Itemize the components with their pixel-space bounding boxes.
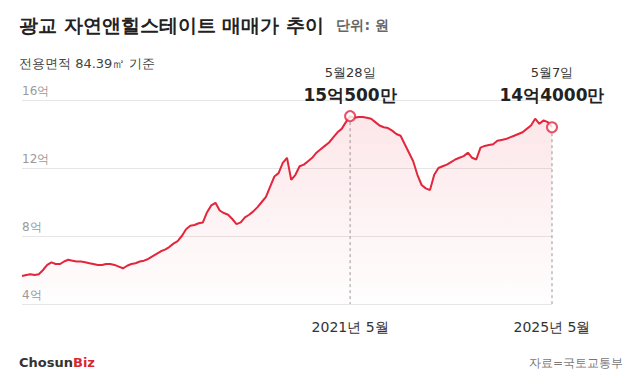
svg-text:5월28일: 5월28일 bbox=[325, 65, 376, 80]
svg-text:14억4000만: 14억4000만 bbox=[500, 85, 605, 105]
svg-text:전용면적 84.39㎡ 기준: 전용면적 84.39㎡ 기준 bbox=[19, 56, 155, 71]
svg-text:Chosun: Chosun bbox=[19, 355, 73, 370]
svg-text:12억: 12억 bbox=[22, 152, 49, 166]
svg-text:광교 자연앤힐스테이트 매매가 추이: 광교 자연앤힐스테이트 매매가 추이 bbox=[19, 14, 324, 36]
svg-text:2025년 5월: 2025년 5월 bbox=[514, 319, 591, 335]
svg-text:단위: 원: 단위: 원 bbox=[336, 17, 388, 33]
svg-text:Biz: Biz bbox=[73, 355, 95, 370]
svg-text:5월7일: 5월7일 bbox=[531, 65, 574, 80]
svg-text:자료=국토교통부: 자료=국토교통부 bbox=[529, 356, 623, 370]
svg-text:15억500만: 15억500만 bbox=[304, 85, 397, 105]
svg-text:16억: 16억 bbox=[22, 84, 49, 98]
svg-text:2021년 5월: 2021년 5월 bbox=[312, 319, 389, 335]
svg-text:8억: 8억 bbox=[22, 220, 42, 234]
